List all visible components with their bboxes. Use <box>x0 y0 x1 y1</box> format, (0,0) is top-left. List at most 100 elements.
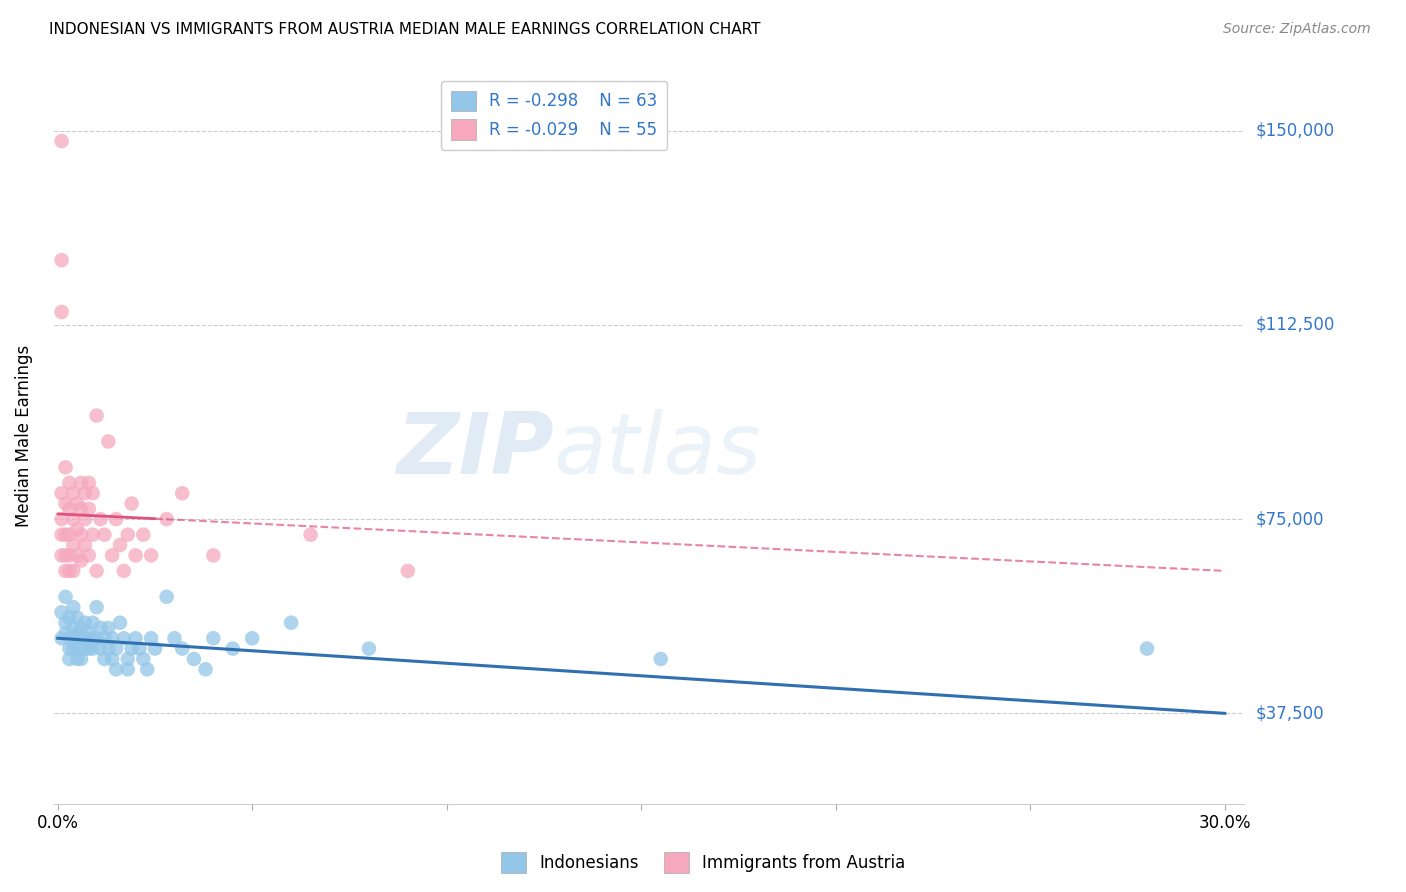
Point <box>51 486 73 500</box>
Point <box>51 134 73 148</box>
Point <box>58 564 80 578</box>
Point <box>108 538 131 552</box>
Point <box>86 600 108 615</box>
Legend: Indonesians, Immigrants from Austria: Indonesians, Immigrants from Austria <box>494 846 912 880</box>
Point <box>97 621 120 635</box>
Point <box>73 538 96 552</box>
Point <box>172 486 194 500</box>
Point <box>70 632 93 646</box>
Point <box>51 512 73 526</box>
Point <box>62 600 84 615</box>
Point <box>117 652 139 666</box>
Text: atlas: atlas <box>554 409 762 492</box>
Point <box>139 632 162 646</box>
Point <box>124 632 146 646</box>
Point <box>70 475 93 490</box>
Point <box>66 652 89 666</box>
Text: $112,500: $112,500 <box>1256 316 1334 334</box>
Point <box>73 615 96 630</box>
Point <box>70 652 93 666</box>
Point <box>62 512 84 526</box>
Point <box>121 641 143 656</box>
Point <box>97 434 120 449</box>
Point <box>51 527 73 541</box>
Point <box>357 641 380 656</box>
Point <box>55 549 77 563</box>
Point <box>128 641 150 656</box>
Point <box>51 305 73 319</box>
Point <box>55 615 77 630</box>
Point <box>93 652 115 666</box>
Point <box>58 527 80 541</box>
Point <box>105 662 128 676</box>
Point <box>77 549 100 563</box>
Text: $75,000: $75,000 <box>1256 510 1324 528</box>
Point <box>77 626 100 640</box>
Point <box>66 641 89 656</box>
Point <box>55 460 77 475</box>
Point <box>132 652 155 666</box>
Point <box>124 549 146 563</box>
Point <box>77 501 100 516</box>
Point <box>82 641 104 656</box>
Point <box>112 564 135 578</box>
Point <box>62 538 84 552</box>
Point <box>55 497 77 511</box>
Point <box>51 253 73 268</box>
Point <box>70 501 93 516</box>
Point <box>62 486 84 500</box>
Point <box>132 527 155 541</box>
Point <box>58 610 80 624</box>
Point <box>51 632 73 646</box>
Text: ZIP: ZIP <box>396 409 554 492</box>
Point <box>77 641 100 656</box>
Point <box>73 486 96 500</box>
Point <box>117 662 139 676</box>
Point <box>70 527 93 541</box>
Point <box>73 632 96 646</box>
Point <box>143 641 166 656</box>
Point <box>51 549 73 563</box>
Point <box>202 632 225 646</box>
Point <box>51 605 73 619</box>
Point <box>58 475 80 490</box>
Y-axis label: Median Male Earnings: Median Male Earnings <box>15 345 32 527</box>
Point <box>202 549 225 563</box>
Point <box>101 632 124 646</box>
Point <box>82 486 104 500</box>
Point <box>280 615 302 630</box>
Point <box>82 615 104 630</box>
Point <box>650 652 672 666</box>
Text: $37,500: $37,500 <box>1256 705 1324 723</box>
Point <box>66 523 89 537</box>
Point <box>89 512 111 526</box>
Point <box>58 652 80 666</box>
Point <box>121 497 143 511</box>
Point <box>77 475 100 490</box>
Point <box>86 632 108 646</box>
Point <box>66 549 89 563</box>
Point <box>101 549 124 563</box>
Point <box>82 527 104 541</box>
Text: $150,000: $150,000 <box>1256 121 1334 140</box>
Point <box>73 512 96 526</box>
Point <box>105 641 128 656</box>
Point <box>1136 641 1159 656</box>
Point <box>222 641 245 656</box>
Point <box>163 632 186 646</box>
Point <box>82 632 104 646</box>
Point <box>240 632 263 646</box>
Point <box>55 564 77 578</box>
Point <box>89 621 111 635</box>
Point <box>93 527 115 541</box>
Point <box>58 501 80 516</box>
Point <box>108 615 131 630</box>
Text: Source: ZipAtlas.com: Source: ZipAtlas.com <box>1223 22 1371 37</box>
Point <box>86 564 108 578</box>
Point <box>55 626 77 640</box>
Point <box>66 632 89 646</box>
Point <box>70 553 93 567</box>
Text: INDONESIAN VS IMMIGRANTS FROM AUSTRIA MEDIAN MALE EARNINGS CORRELATION CHART: INDONESIAN VS IMMIGRANTS FROM AUSTRIA ME… <box>49 22 761 37</box>
Point <box>86 409 108 423</box>
Point <box>89 641 111 656</box>
